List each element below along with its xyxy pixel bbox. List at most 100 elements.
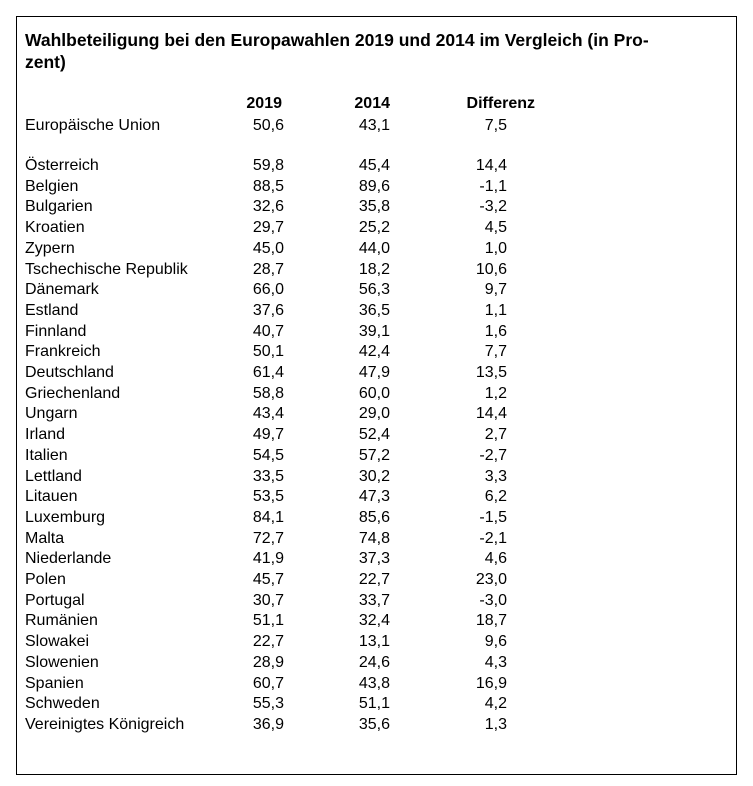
cell: 33,7 [358, 591, 390, 609]
cell: 41,9 [252, 550, 284, 568]
row-label: Schweden [25, 695, 100, 713]
cell: 51,1 [252, 612, 284, 630]
row-label: Finnland [25, 322, 87, 340]
row-label: Irland [25, 426, 66, 444]
title-line: Wahlbeteiligung bei den Europawahlen 201… [25, 30, 649, 50]
cell: 14,4 [475, 405, 507, 423]
title-line: zent) [25, 52, 66, 72]
row-label: Österreich [25, 157, 99, 174]
cell: 42,4 [358, 343, 390, 361]
row-label: Slowakei [25, 633, 90, 651]
cell: 45,0 [252, 239, 284, 257]
row-label: Bulgarien [25, 198, 93, 216]
cell: 3,3 [484, 467, 507, 485]
cell: 22,7 [358, 571, 390, 588]
cell: 84,1 [252, 508, 284, 526]
cell: 1,0 [484, 239, 507, 257]
row-label: Italien [25, 446, 68, 464]
cell: 36,5 [358, 301, 390, 319]
row-label: Rumänien [25, 612, 98, 630]
cell: 47,9 [358, 364, 390, 381]
cell: 85,6 [358, 508, 390, 526]
cell: 9,7 [484, 281, 507, 299]
row-label: Polen [25, 571, 66, 588]
cell: 29,0 [358, 405, 390, 423]
cell: 30,7 [252, 591, 284, 609]
row-label: Portugal [25, 591, 85, 609]
row-label: Frankreich [25, 343, 101, 361]
cell: 24,6 [358, 653, 390, 671]
cell: 28,9 [252, 653, 284, 671]
cell: 1,1 [484, 301, 507, 319]
row-label: Malta [25, 529, 65, 547]
cell: 6,2 [484, 488, 507, 506]
cell: 43,4 [252, 405, 284, 423]
cell: 59,8 [252, 157, 284, 174]
cell: 45,4 [358, 157, 390, 174]
cell: 56,3 [358, 281, 390, 299]
row-label: Luxemburg [25, 508, 106, 526]
cell: 40,7 [252, 322, 284, 340]
cell: 9,6 [484, 633, 507, 651]
cell: 44,0 [358, 239, 390, 257]
cell: 66,0 [252, 281, 284, 299]
table-frame [16, 16, 737, 775]
cell: 28,7 [252, 260, 284, 278]
row-label: Europäische Union [25, 117, 161, 134]
cell: 18,7 [475, 612, 507, 630]
cell: 89,6 [358, 177, 390, 195]
cell: 60,7 [252, 674, 284, 692]
cell: 61,4 [252, 364, 284, 381]
cell: 13,5 [475, 364, 507, 381]
cell: 32,6 [252, 198, 284, 216]
cell: 29,7 [252, 219, 284, 237]
column-header: Differenz [466, 95, 535, 112]
cell: 35,8 [358, 198, 390, 216]
cell: 57,2 [358, 446, 390, 464]
cell: 16,9 [475, 674, 507, 692]
cell: 55,3 [252, 695, 284, 713]
row-label: Zypern [25, 239, 75, 257]
cell: 1,6 [484, 322, 507, 340]
cell: -3,0 [479, 591, 507, 609]
cell: 2,7 [484, 426, 507, 444]
row-label: Vereinigtes Königreich [25, 715, 185, 733]
row-label: Litauen [25, 488, 78, 506]
cell: 30,2 [358, 467, 390, 485]
cell: 18,2 [358, 260, 390, 278]
row-label: Griechenland [25, 384, 121, 402]
cell: 4,3 [484, 653, 507, 671]
cell: 1,3 [484, 715, 507, 733]
cell: 50,6 [252, 117, 284, 134]
cell: 23,0 [475, 571, 507, 588]
cell: 60,0 [358, 384, 390, 402]
cell: -1,1 [479, 177, 507, 195]
cell: 25,2 [358, 219, 390, 237]
cell: 43,8 [358, 674, 390, 692]
row-label: Kroatien [25, 219, 85, 237]
row-label: Deutschland [25, 364, 114, 381]
row-label: Estland [25, 301, 79, 319]
cell: 7,7 [484, 343, 507, 361]
cell: 36,9 [252, 715, 284, 733]
cell: 54,5 [252, 446, 284, 464]
cell: 4,6 [484, 550, 507, 568]
cell: 32,4 [358, 612, 390, 630]
cell: -2,1 [479, 529, 507, 547]
row-label: Spanien [25, 674, 84, 692]
cell: 10,6 [475, 260, 507, 278]
cell: 88,5 [252, 177, 284, 195]
cell: 22,7 [252, 633, 284, 651]
cell: 47,3 [358, 488, 390, 506]
row-label: Belgien [25, 177, 79, 195]
cell: 37,3 [358, 550, 390, 568]
cell: 52,4 [358, 426, 390, 444]
cell: -2,7 [479, 446, 507, 464]
row-label: Niederlande [25, 550, 112, 568]
row-label: Dänemark [25, 281, 99, 299]
cell: -1,5 [479, 508, 507, 526]
cell: 4,2 [484, 695, 507, 713]
cell: 50,1 [252, 343, 284, 361]
cell: 14,4 [475, 157, 507, 174]
cell: 13,1 [358, 633, 390, 651]
